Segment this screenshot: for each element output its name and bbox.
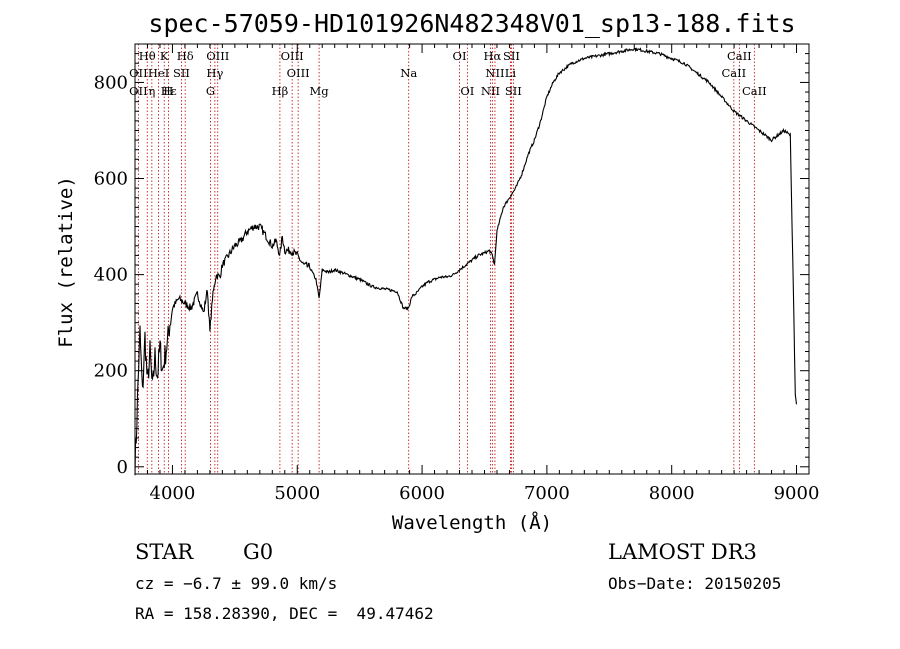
- line-label: H: [163, 84, 173, 98]
- line-label: HeI: [148, 66, 169, 80]
- line-label: G: [206, 84, 215, 98]
- line-label: SII: [173, 66, 190, 80]
- x-tick-label: 6000: [399, 483, 445, 504]
- line-label: Mg: [310, 84, 330, 98]
- line-label: NII: [481, 84, 500, 98]
- x-axis-label: Wavelength (Å): [392, 511, 552, 534]
- spectral-subclass: G0: [243, 540, 274, 564]
- line-marker-layer: [137, 44, 755, 474]
- line-label: SII: [503, 49, 520, 63]
- line-label: Na: [400, 66, 417, 80]
- x-tick-label: 7000: [524, 483, 570, 504]
- line-label: Hγ: [206, 66, 223, 80]
- coordinates: RA = 158.28390, DEC = 49.47462: [135, 604, 434, 623]
- line-label: OI: [453, 49, 467, 63]
- x-tick-label: 9000: [774, 483, 820, 504]
- object-class: STAR: [135, 540, 194, 564]
- survey-name: LAMOST DR3: [608, 540, 757, 564]
- line-label: CaII: [742, 84, 767, 98]
- y-axis-label: Flux (relative): [55, 176, 77, 348]
- line-label: K: [160, 49, 169, 63]
- line-label: CaII: [721, 66, 746, 80]
- y-tick-label: 200: [94, 361, 128, 382]
- chart-title: spec-57059-HD101926N482348V01_sp13-188.f…: [148, 9, 795, 38]
- line-label: Hδ: [177, 49, 194, 63]
- line-label: Hβ: [272, 84, 289, 98]
- line-label: OIII: [287, 66, 310, 80]
- axis-ticks: 4000 5000 6000 7000 8000 9000 0 200 400 600 800: [94, 44, 820, 504]
- y-tick-label: 0: [117, 457, 128, 478]
- line-label: OIII: [281, 49, 304, 63]
- line-label: Li: [505, 66, 517, 80]
- y-tick-label: 800: [94, 72, 128, 93]
- line-label: CaII: [727, 49, 752, 63]
- x-tick-label: 4000: [150, 483, 196, 504]
- y-tick-label: 600: [94, 169, 128, 190]
- line-label: η: [148, 84, 155, 98]
- line-label: Hθ: [139, 49, 156, 63]
- x-tick-label: 5000: [274, 483, 320, 504]
- line-label: OII: [129, 84, 148, 98]
- line-label: Hα: [483, 49, 501, 63]
- y-tick-label: 400: [94, 265, 128, 286]
- x-tick-label: 8000: [649, 483, 695, 504]
- spectrum-series: [134, 47, 798, 476]
- line-label: OI: [460, 84, 474, 98]
- redshift-cz: cz = −6.7 ± 99.0 km/s: [135, 574, 338, 593]
- line-label: OIII: [206, 49, 229, 63]
- line-label: NII: [485, 66, 504, 80]
- line-label: Hε: [161, 84, 177, 98]
- observation-date: Obs−Date: 20150205: [608, 574, 782, 593]
- line-label: SII: [505, 84, 522, 98]
